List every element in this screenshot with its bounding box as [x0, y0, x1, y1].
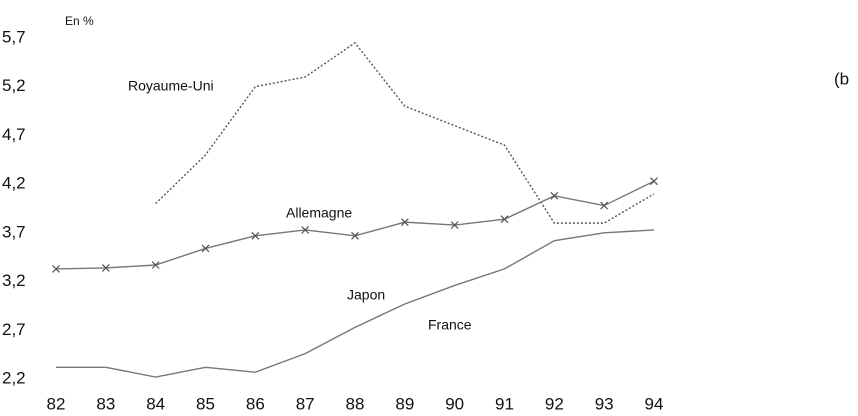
annotation: France [428, 317, 472, 333]
x-tick-label: 82 [47, 394, 66, 413]
marker [500, 215, 509, 224]
marker [151, 261, 160, 269]
x-tick-label: 92 [545, 394, 564, 413]
marker [301, 226, 310, 234]
marker [351, 231, 359, 240]
series-label: Japon [347, 287, 385, 303]
series-line [155, 41, 655, 224]
y-tick-label: 3,2 [2, 271, 26, 290]
x-tick-label: 84 [146, 394, 165, 413]
y-tick-label: 5,2 [2, 76, 26, 95]
unit-label: En % [65, 14, 94, 28]
marker [450, 221, 459, 229]
x-tick-label: 93 [595, 394, 614, 413]
marker [600, 201, 609, 210]
series-line [55, 180, 655, 270]
y-tick-label: 2,2 [2, 368, 26, 387]
x-tick-label: 83 [96, 394, 115, 413]
marker [650, 177, 658, 186]
marker [101, 264, 110, 272]
marker [400, 218, 409, 227]
series-line [56, 229, 655, 378]
x-tick-label: 90 [445, 394, 464, 413]
marker [550, 191, 559, 200]
y-tick-label: 3,7 [2, 222, 26, 241]
marker [251, 231, 260, 240]
series-label: Allemagne [286, 205, 352, 221]
marker [201, 244, 210, 253]
y-tick-label: 5,7 [2, 27, 26, 46]
marker [52, 264, 60, 273]
x-tick-label: 86 [246, 394, 265, 413]
x-tick-label: 94 [645, 394, 664, 413]
x-tick-label: 87 [296, 394, 315, 413]
y-tick-label: 2,7 [2, 320, 26, 339]
x-tick-label: 89 [395, 394, 414, 413]
y-tick-label: 4,7 [2, 125, 26, 144]
y-tick-label: 4,2 [2, 174, 26, 193]
x-tick-label: 88 [346, 394, 365, 413]
x-tick-label: 85 [196, 394, 215, 413]
panel-label: (b [834, 69, 849, 88]
x-tick-label: 91 [495, 394, 514, 413]
series-label: Royaume-Uni [128, 78, 214, 94]
